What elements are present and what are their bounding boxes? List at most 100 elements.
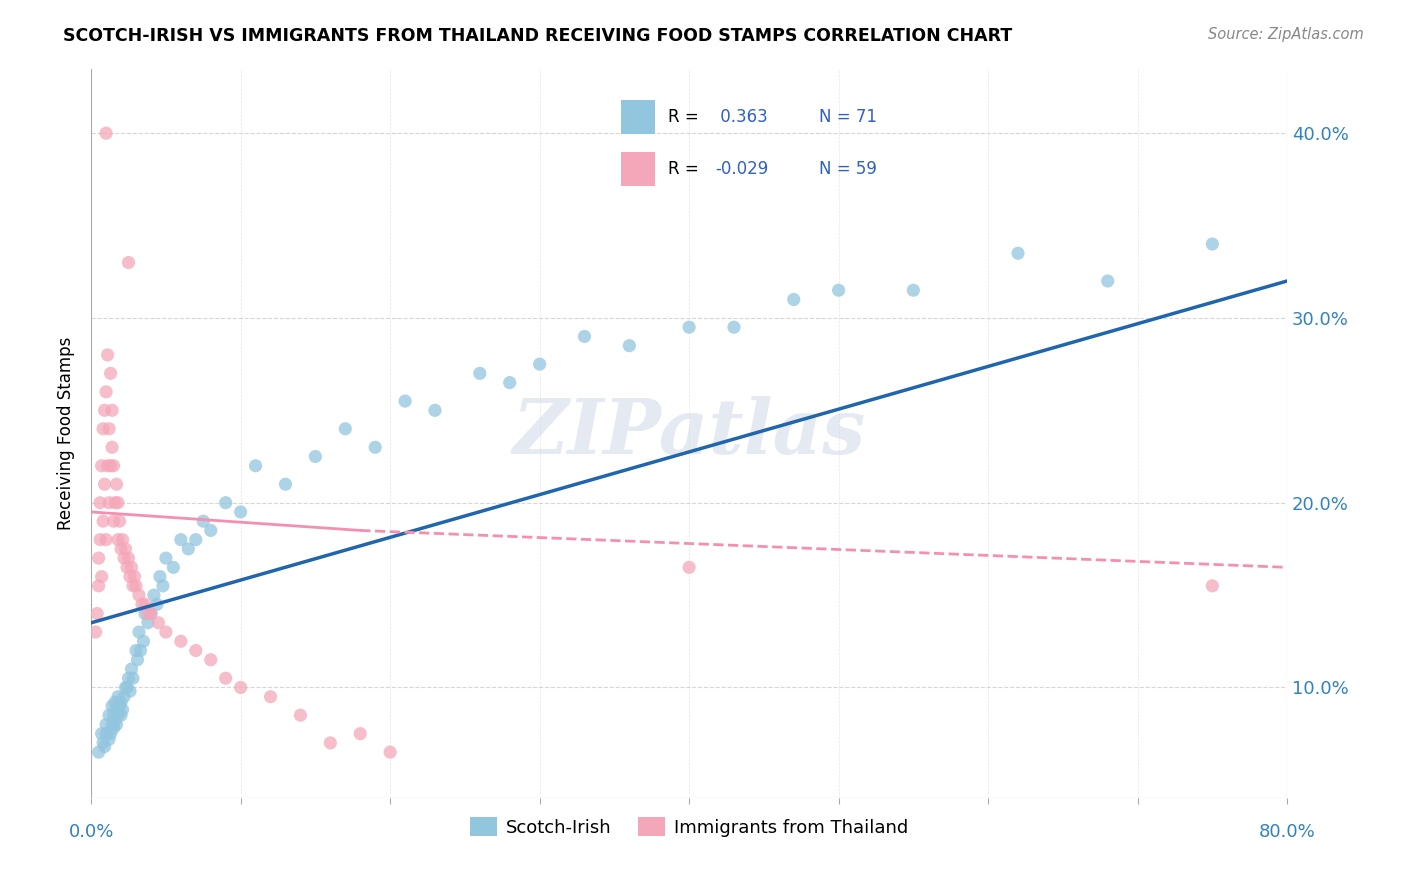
Text: ZIPatlas: ZIPatlas: [513, 396, 866, 470]
Point: [139, 607, 162, 621]
Point: [103, 514, 125, 528]
Point: [101, 698, 124, 713]
Point: [827, 283, 849, 297]
Point: [319, 736, 342, 750]
Point: [94, 533, 117, 547]
Point: [274, 477, 297, 491]
Point: [335, 422, 357, 436]
Point: [134, 607, 156, 621]
Point: [184, 533, 207, 547]
Point: [121, 662, 143, 676]
Point: [122, 671, 145, 685]
Point: [229, 505, 252, 519]
Point: [90, 458, 112, 473]
Point: [90, 569, 112, 583]
Point: [115, 681, 138, 695]
Point: [132, 634, 155, 648]
Point: [94, 126, 117, 140]
Point: [94, 717, 117, 731]
Point: [364, 440, 387, 454]
Point: [423, 403, 446, 417]
Point: [105, 477, 128, 491]
Point: [783, 293, 806, 307]
Point: [103, 721, 125, 735]
Point: [117, 551, 139, 566]
Point: [142, 588, 165, 602]
Point: [98, 422, 121, 436]
Point: [152, 579, 174, 593]
Point: [349, 726, 371, 740]
Point: [100, 726, 122, 740]
Point: [93, 739, 115, 754]
Point: [97, 458, 120, 473]
Point: [118, 684, 141, 698]
Point: [121, 560, 143, 574]
Point: [124, 569, 146, 583]
Point: [111, 703, 134, 717]
Point: [108, 514, 131, 528]
Point: [117, 255, 139, 269]
Point: [101, 440, 124, 454]
Point: [259, 690, 281, 704]
Point: [131, 597, 153, 611]
Point: [125, 643, 148, 657]
Point: [134, 597, 156, 611]
Point: [110, 541, 132, 556]
Point: [101, 403, 124, 417]
Point: [215, 671, 238, 685]
Point: [94, 384, 117, 399]
Point: [136, 607, 159, 621]
Point: [93, 477, 115, 491]
Point: [128, 625, 150, 640]
Point: [149, 569, 172, 583]
Text: 80.0%: 80.0%: [1258, 823, 1316, 841]
Point: [111, 533, 134, 547]
Point: [678, 560, 700, 574]
Point: [146, 597, 169, 611]
Point: [529, 357, 551, 371]
Point: [128, 588, 150, 602]
Point: [101, 717, 124, 731]
Point: [122, 579, 145, 593]
Point: [1007, 246, 1029, 260]
Point: [105, 717, 128, 731]
Point: [103, 708, 125, 723]
Point: [177, 541, 200, 556]
Point: [87, 579, 110, 593]
Point: [136, 615, 159, 630]
Point: [104, 695, 127, 709]
Point: [117, 671, 139, 685]
Point: [304, 450, 326, 464]
Point: [200, 524, 222, 538]
Point: [200, 653, 222, 667]
Point: [170, 533, 193, 547]
Point: [1097, 274, 1119, 288]
Point: [155, 625, 177, 640]
Text: 0.0%: 0.0%: [69, 823, 114, 841]
Point: [91, 736, 114, 750]
Point: [110, 708, 132, 723]
Point: [574, 329, 596, 343]
Point: [91, 514, 114, 528]
Point: [87, 745, 110, 759]
Point: [107, 690, 129, 704]
Point: [129, 643, 152, 657]
Point: [108, 698, 131, 713]
Point: [93, 403, 115, 417]
Point: [104, 714, 127, 728]
Legend: Scotch-Irish, Immigrants from Thailand: Scotch-Irish, Immigrants from Thailand: [463, 810, 915, 844]
Point: [100, 367, 122, 381]
Point: [98, 708, 121, 723]
Point: [193, 514, 215, 528]
Point: [94, 726, 117, 740]
Point: [114, 541, 136, 556]
Point: [118, 569, 141, 583]
Point: [112, 551, 135, 566]
Y-axis label: Receiving Food Stamps: Receiving Food Stamps: [58, 337, 75, 530]
Point: [115, 560, 138, 574]
Point: [104, 496, 127, 510]
Point: [229, 681, 252, 695]
Point: [468, 367, 491, 381]
Point: [89, 496, 111, 510]
Point: [162, 560, 184, 574]
